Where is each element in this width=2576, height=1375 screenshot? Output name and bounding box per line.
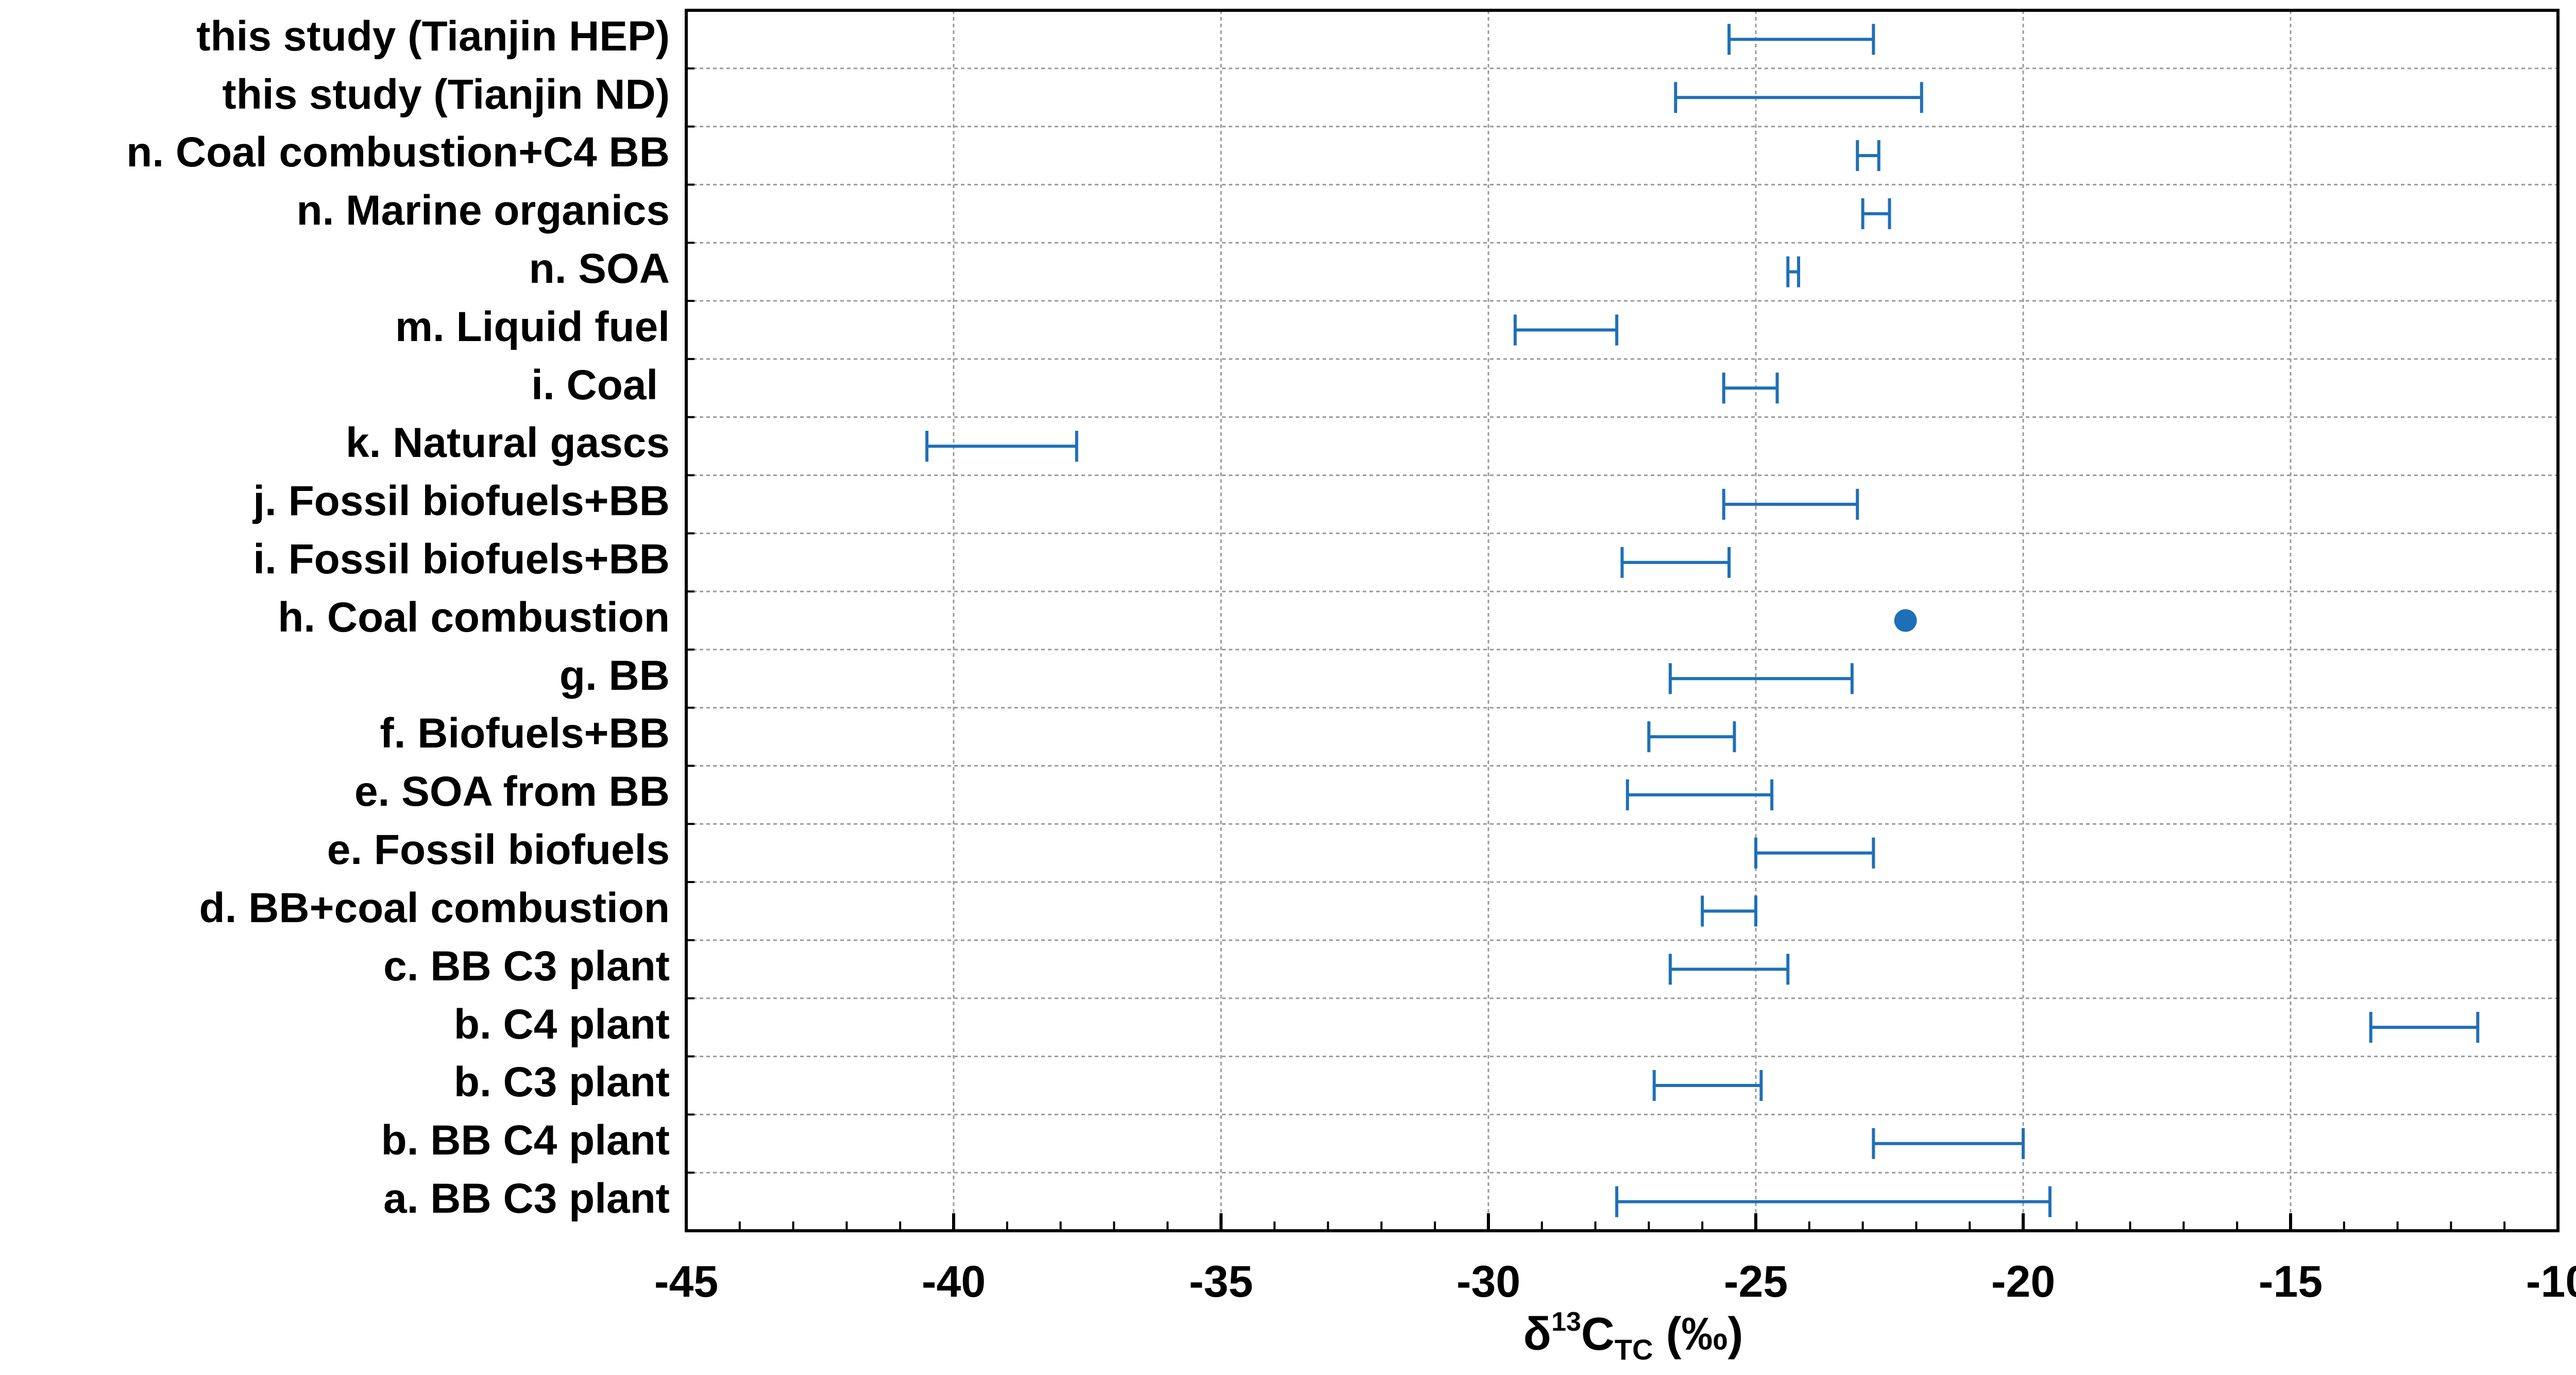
range-this-study-tianjin-hep xyxy=(1727,24,1875,55)
data-marks xyxy=(925,24,2480,1217)
category-label: m. Liquid fuel xyxy=(395,303,670,350)
x-axis-title-sup: 13 xyxy=(1551,1307,1581,1337)
category-label: d. BB+coal combustion xyxy=(199,884,670,931)
category-label: k. Natural gascs xyxy=(346,419,670,467)
x-tick-label: -40 xyxy=(921,1257,986,1306)
range-e-fossil-biofuels xyxy=(1754,837,1875,869)
category-label: b. BB C4 plant xyxy=(381,1117,670,1164)
category-label: a. BB C3 plant xyxy=(383,1175,670,1222)
x-tick-label: -20 xyxy=(1991,1257,2056,1306)
range-k-natural-gascs xyxy=(925,431,1078,462)
range-c-bb-c3-plant xyxy=(1668,954,1790,985)
category-label: e. Fossil biofuels xyxy=(327,826,670,874)
x-axis-title: δ13CTC (‰) xyxy=(1523,1309,1743,1366)
range-i-coal xyxy=(1722,372,1779,404)
category-label: i. Coal xyxy=(531,361,670,409)
category-label: e. SOA from BB xyxy=(354,768,670,816)
range-n-soa xyxy=(1786,256,1801,287)
x-tick-label: -25 xyxy=(1723,1257,1788,1306)
category-label: n. Marine organics xyxy=(296,187,670,234)
range-f-biofuels-bb xyxy=(1647,721,1736,753)
x-tick-label: -15 xyxy=(2258,1257,2323,1306)
grid xyxy=(686,10,2558,1231)
x-axis-title-sub: TC xyxy=(1614,1333,1653,1366)
category-label: n. Coal combustion+C4 BB xyxy=(126,129,670,176)
category-label: b. C4 plant xyxy=(453,1000,670,1048)
x-axis-title-unit: (‰) xyxy=(1653,1309,1743,1360)
range-b-bb-c4-plant xyxy=(1872,1128,2025,1159)
range-n-marine-organics xyxy=(1861,198,1891,229)
range-n-coal-combustion-c4-bb xyxy=(1856,140,1880,172)
x-tick-label: -30 xyxy=(1456,1257,1521,1306)
category-label: h. Coal combustion xyxy=(278,593,670,641)
category-label: n. SOA xyxy=(529,245,670,292)
range-m-liquid-fuel xyxy=(1513,314,1619,346)
plot-frame xyxy=(685,9,2560,1232)
category-label: this study (Tianjin ND) xyxy=(222,71,670,118)
category-label: j. Fossil biofuels+BB xyxy=(253,478,670,525)
range-d-bb-coal-combustion xyxy=(1701,895,1757,927)
x-tick-label: -35 xyxy=(1189,1257,1253,1306)
major-ticks xyxy=(685,67,2560,1231)
x-tick-label: -10 xyxy=(2526,1257,2576,1306)
range-j-fossil-biofuels-bb xyxy=(1722,488,1859,520)
category-label: g. BB xyxy=(559,652,670,699)
range-g-bb xyxy=(1668,663,1854,694)
range-b-c3-plant xyxy=(1652,1070,1763,1101)
category-label: i. Fossil biofuels+BB xyxy=(253,536,670,583)
range-this-study-tianjin-nd xyxy=(1674,82,1923,113)
category-label: c. BB C3 plant xyxy=(383,942,670,990)
category-label: f. Biofuels+BB xyxy=(380,710,670,757)
range-i-fossil-biofuels-bb xyxy=(1620,547,1731,578)
x-axis-title-base: δ xyxy=(1523,1309,1552,1360)
point-h-coal-combustion xyxy=(1894,609,1917,632)
category-label: this study (Tianjin HEP) xyxy=(196,12,670,60)
category-label: b. C3 plant xyxy=(453,1059,670,1106)
range-a-bb-c3-plant xyxy=(1615,1186,2052,1217)
x-axis-title-mid: C xyxy=(1581,1309,1615,1360)
x-tick-label: -45 xyxy=(654,1257,719,1306)
range-b-c4-plant xyxy=(2369,1012,2480,1043)
range-e-soa-from-bb xyxy=(1625,779,1774,810)
